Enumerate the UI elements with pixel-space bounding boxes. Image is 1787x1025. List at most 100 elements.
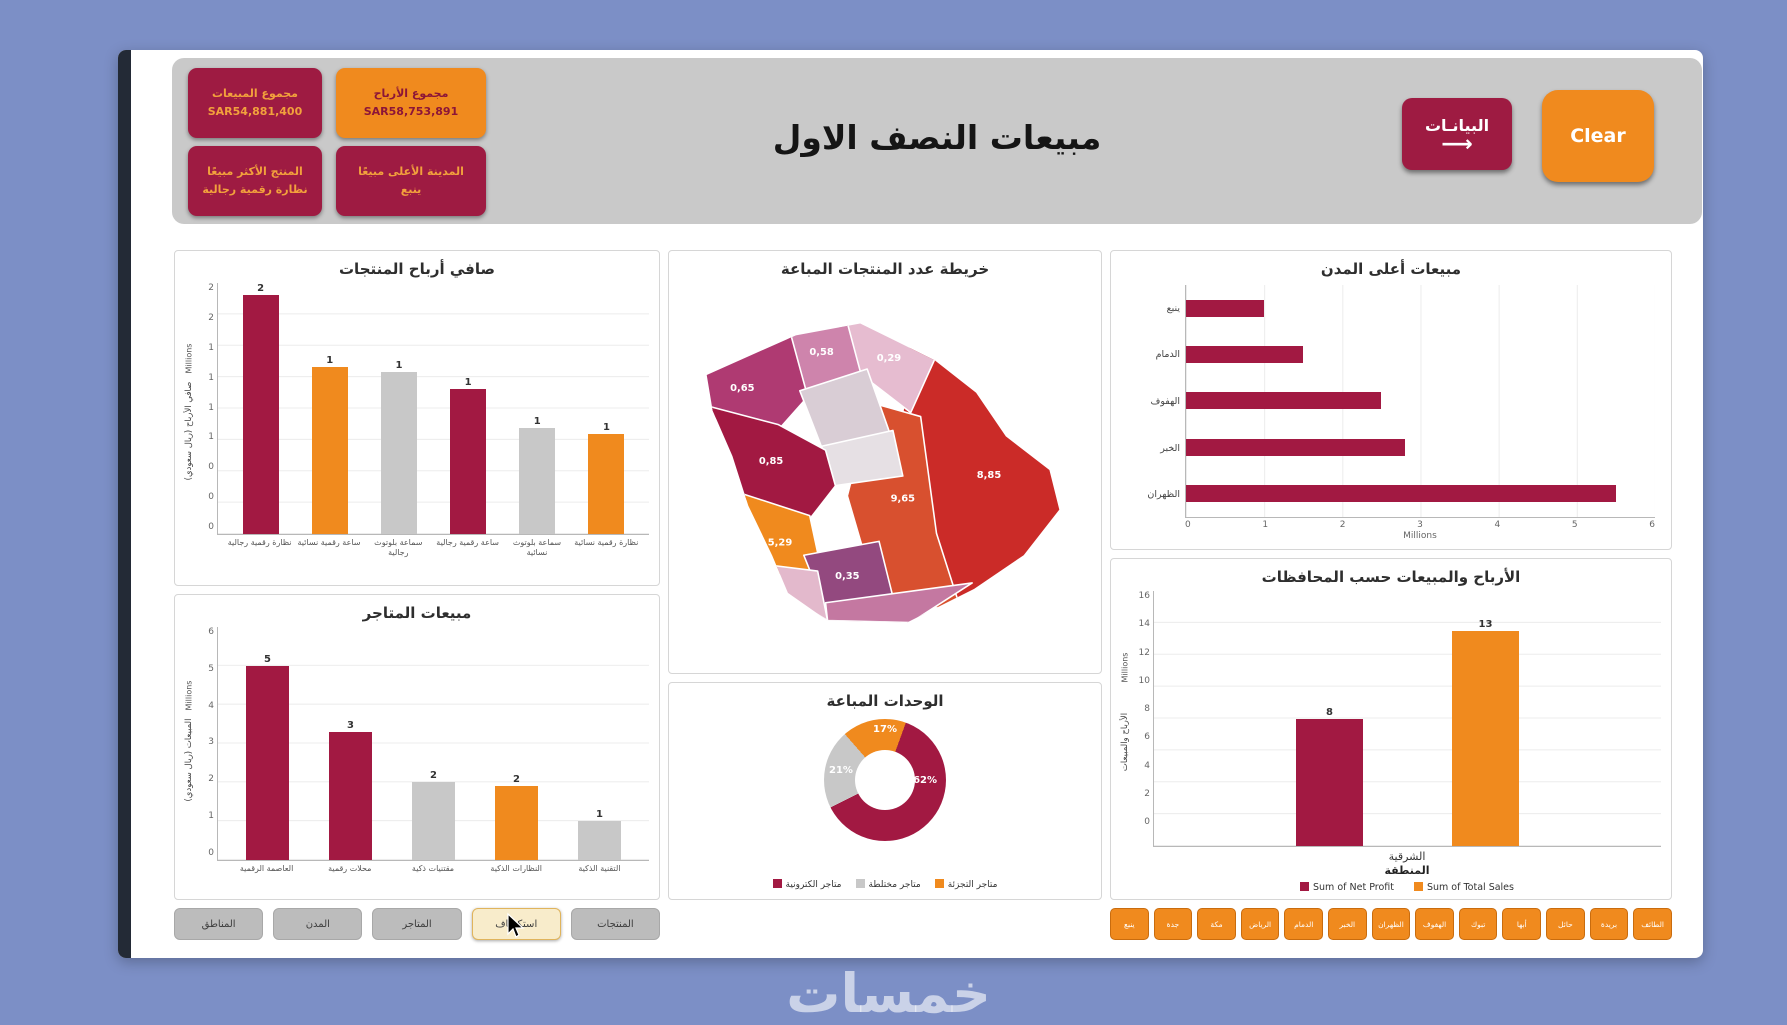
bar-chart-region: Millions الأرباح والمبيعات 16 14 12 10 8 6 4 2 0… <box>1117 591 1661 893</box>
bar[interactable] <box>1295 718 1364 846</box>
x-axis-ticks: 0 1 2 3 4 5 6 <box>1185 518 1655 530</box>
kpi-label: المنتج الأكثر مبيعًا <box>207 165 303 179</box>
bar-column: 13 <box>1438 591 1534 846</box>
bar[interactable] <box>494 786 539 860</box>
kpi-label: مجموع الأرباح <box>373 87 449 101</box>
kpi-card: مجموع المبيعات SAR54,881,400 <box>188 68 322 138</box>
kpi-value: نظارة رقمية رجالية <box>202 182 308 196</box>
legend-item: متاجر مختلطة <box>855 879 921 890</box>
bar[interactable] <box>1186 485 1616 503</box>
bar[interactable] <box>311 366 348 534</box>
bar-value-label: 1 <box>602 421 610 433</box>
x-axis-title: المنطقة <box>1384 864 1430 877</box>
category-label: التقنية الذكية <box>578 864 621 873</box>
bar-value-label: 2 <box>513 774 520 786</box>
category-label: ساعة رقمية نسائية <box>297 538 361 547</box>
slicer-tab[interactable]: المدن <box>273 908 363 940</box>
category-label: سماعة بلوتوث رجالية <box>374 538 423 558</box>
data-button[interactable]: البيانـات ⟶ <box>1402 98 1512 170</box>
slicer-tab[interactable]: المناطق <box>174 908 264 940</box>
bar[interactable] <box>588 433 625 534</box>
bar-column: 2 <box>475 627 558 860</box>
bar-value-label: 1 <box>326 354 334 366</box>
kpi-card: المنتج الأكثر مبيعًا نظارة رقمية رجالية <box>188 146 322 216</box>
legend-item: متاجر الكترونية <box>772 879 842 890</box>
map-value-label: 9,65 <box>891 494 916 505</box>
bar[interactable] <box>1451 630 1520 846</box>
plot-area: 8 13 <box>1153 591 1661 847</box>
slicer-button[interactable]: الخبر <box>1328 908 1367 940</box>
bar[interactable] <box>1186 392 1382 410</box>
dashboard-edge <box>118 50 131 958</box>
donut-chart[interactable]: 62% 21% 17% <box>824 719 946 841</box>
slicer-button[interactable]: الدمام <box>1284 908 1324 940</box>
slicer-button[interactable]: الطائف <box>1633 908 1672 940</box>
chart-title-cities: مبيعات أعلى المدن <box>1320 260 1462 278</box>
category-label: نظارة رقمية نسائية <box>574 538 639 547</box>
legend-swatch <box>1413 882 1423 891</box>
legend-swatch <box>772 879 782 888</box>
bar-track <box>1186 485 1655 503</box>
bar-value-label: 1 <box>533 416 541 428</box>
slicer-button[interactable]: حائل <box>1546 908 1585 940</box>
city-label: الخبر <box>1160 442 1180 454</box>
y-axis-title-column: Millions صافي الأرباح (ريال سعودي) <box>181 283 197 579</box>
bar[interactable] <box>242 295 279 534</box>
bar-value-label: 2 <box>430 770 437 782</box>
page-title: مبيعات النصف الاول <box>772 118 1102 157</box>
bar[interactable] <box>1186 299 1265 317</box>
bar[interactable] <box>450 388 487 534</box>
slicer-button[interactable]: جدة <box>1153 908 1193 940</box>
bar[interactable] <box>519 428 556 534</box>
panel-map: خريطة عدد المنتجات المباعة <box>668 250 1102 674</box>
bar[interactable] <box>1186 346 1304 364</box>
bar-column: 1 <box>295 283 364 534</box>
slicer-button[interactable]: أبها <box>1502 908 1542 940</box>
slicer-tab[interactable]: المنتجات <box>570 908 661 940</box>
bar-column: 8 <box>1282 591 1378 846</box>
x-tick: 0 <box>1185 520 1191 530</box>
slicer-button[interactable]: الظهران <box>1371 908 1411 940</box>
kpi-card: مجموع الأرباح SAR58,753,891 <box>336 68 486 138</box>
kpi-value: ينبع <box>400 182 422 196</box>
header-bar: مجموع المبيعات SAR54,881,400 مجموع الأرباح… <box>172 58 1702 224</box>
y-units-label: Millions <box>1120 653 1130 683</box>
legend-item: متاجر التجزئة <box>934 879 997 890</box>
clear-button[interactable]: Clear <box>1542 90 1654 182</box>
bar-value-label: 1 <box>395 360 403 372</box>
y-axis-label: المبيعات (ريال سعودي) <box>184 718 194 802</box>
bar-column: 3 <box>309 627 392 860</box>
category-label: العاصمة الرقمية <box>239 864 294 873</box>
category-label: نظارة رقمية رجالية <box>227 538 292 547</box>
x-tick: 6 <box>1649 520 1655 530</box>
bar[interactable] <box>1186 438 1405 456</box>
bar[interactable] <box>577 821 622 860</box>
slicer-button[interactable]: ينبع <box>1110 908 1149 940</box>
bar[interactable] <box>328 731 373 860</box>
bar[interactable] <box>411 782 456 860</box>
slicer-tab[interactable]: المتاجر <box>372 908 462 940</box>
x-tick: 1 <box>1262 520 1269 530</box>
slicer-button[interactable]: تبوك <box>1458 908 1498 940</box>
chart-title-products: صافي أرباح المنتجات <box>338 260 495 278</box>
map-value-label: 8,85 <box>977 470 1002 481</box>
map-value-label: 0,58 <box>809 347 834 358</box>
bar-track <box>1186 299 1655 317</box>
slicer-button[interactable]: الهفوف <box>1415 908 1454 940</box>
slicer-button[interactable]: الرياض <box>1240 908 1280 940</box>
bar-track <box>1186 438 1655 456</box>
bar-value-label: 8 <box>1326 706 1333 718</box>
bar-column: 1 <box>558 627 641 860</box>
map-region-najran[interactable] <box>824 582 973 623</box>
slicer-button[interactable]: مكة <box>1197 908 1236 940</box>
y-axis-label: الأرباح والمبيعات <box>1120 712 1130 772</box>
legend-swatch <box>855 879 865 888</box>
bar-column: 1 <box>572 283 641 534</box>
map-value-label: 5,29 <box>768 537 793 548</box>
slicer-button[interactable]: بريدة <box>1589 908 1629 940</box>
panel-top-cities: مبيعات أعلى المدن ينبع الدمام الهفوف الخبر ا… <box>1110 250 1672 550</box>
bar[interactable] <box>245 665 290 860</box>
bar[interactable] <box>380 372 417 534</box>
bar-column: 5 <box>226 627 309 860</box>
